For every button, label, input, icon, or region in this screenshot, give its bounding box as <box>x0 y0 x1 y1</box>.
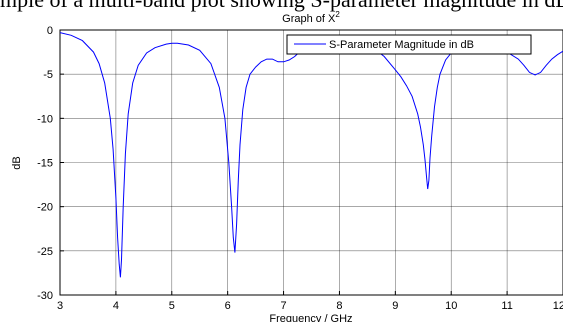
legend-box <box>286 34 532 55</box>
y-tick-label: -5 <box>43 69 53 81</box>
document-heading-fragment: mple of a multi-band plot showing S-para… <box>0 0 563 11</box>
series-lines <box>59 32 563 278</box>
x-tick-label: 3 <box>57 300 63 312</box>
x-tick-label: 7 <box>280 300 286 312</box>
x-axis-label: Frequency / GHz <box>269 313 352 322</box>
x-tick-label: 5 <box>169 300 175 312</box>
y-tick-label: -15 <box>37 158 53 170</box>
x-tick-label: 8 <box>336 300 342 312</box>
x-tick-label: 9 <box>392 300 398 312</box>
x-tick-label: 4 <box>113 300 119 312</box>
x-tick-labels: 3 4 5 6 7 8 9 10 11 12 <box>57 291 563 312</box>
x-tick-label: 12 <box>553 300 563 312</box>
x-tick-label: 11 <box>501 300 512 312</box>
chart-title: Graph of X2 <box>282 10 340 25</box>
y-tick-label: -10 <box>37 113 53 125</box>
legend-label: S-Parameter Magnitude in dB <box>329 39 474 51</box>
y-tick-label: -25 <box>37 246 53 258</box>
y-axis-label: dB <box>11 156 23 169</box>
y-tick-labels: 0 -5 -10 -15 -20 -25 -30 <box>37 25 64 302</box>
x-tick-label: 10 <box>445 300 457 312</box>
y-tick-label: -20 <box>37 202 53 214</box>
x-tick-label: 6 <box>225 300 231 312</box>
series-line <box>59 32 563 278</box>
legend: S-Parameter Magnitude in dB <box>286 34 532 55</box>
y-tick-label: 0 <box>47 25 53 37</box>
y-tick-label: -30 <box>37 290 53 302</box>
